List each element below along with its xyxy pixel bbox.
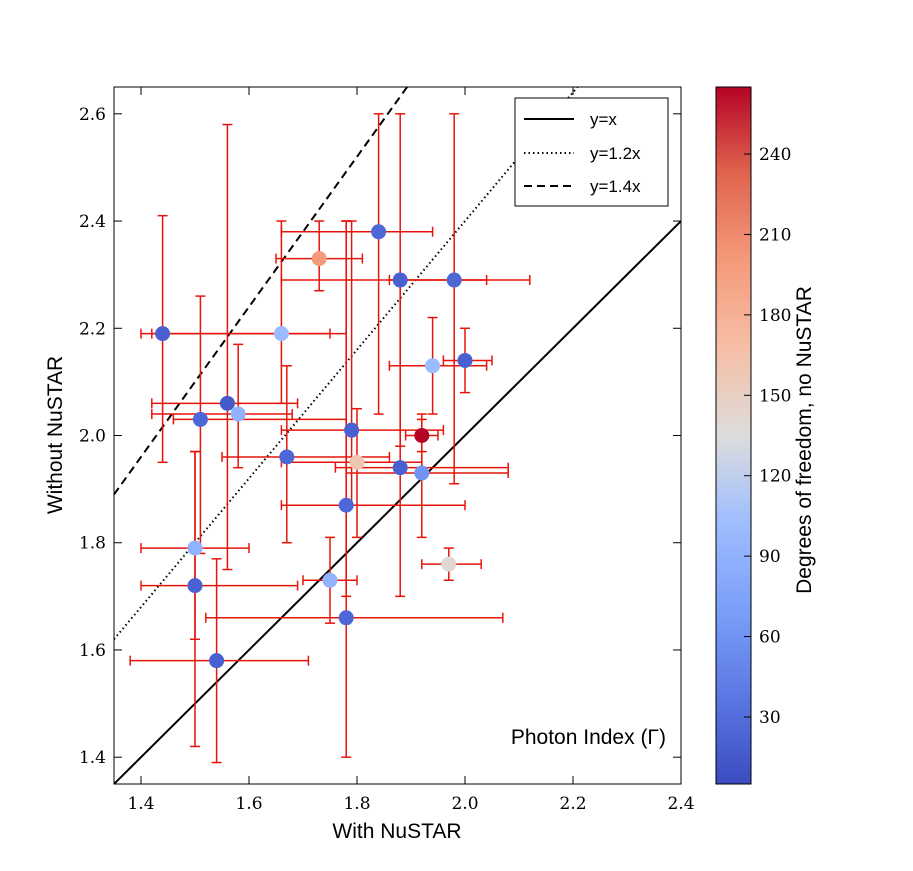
colorbar-label: Degrees of freedom, no NuSTAR	[793, 286, 816, 594]
errorbar-21	[140, 450, 299, 748]
x-axis-label: With NuSTAR	[332, 820, 461, 843]
colorbar-tick-label: 180	[759, 306, 791, 326]
legend-label-y14x: y=1.4x	[590, 177, 641, 196]
y-tick-label: 1.8	[79, 534, 106, 554]
data-point-1	[155, 326, 171, 342]
colorbar-tick-label: 120	[759, 467, 791, 487]
colorbar-tick-label: 90	[759, 547, 781, 567]
data-point-20	[441, 556, 457, 572]
data-point-9	[446, 272, 462, 288]
errorbar-18	[280, 220, 466, 598]
reference-line-3	[114, 87, 409, 496]
colorbar-tick-label: 30	[759, 708, 781, 728]
data-point-11	[457, 352, 473, 368]
data-point-5	[273, 326, 289, 342]
legend: y=x y=1.2x y=1.4x	[514, 97, 669, 207]
x-tick-label: 2.4	[667, 794, 694, 814]
data-point-2	[192, 411, 208, 427]
reference-line-1	[114, 220, 681, 784]
data-point-7	[371, 224, 387, 240]
x-tick-label: 1.6	[235, 794, 262, 814]
colorbar: 30 60 90 120 150 180 210 240 Degrees of freedom…	[715, 86, 816, 785]
x-tick-label: 2.0	[451, 794, 478, 814]
data-point-24	[209, 653, 225, 669]
data-point-15	[349, 454, 365, 470]
data-point-17	[414, 465, 430, 481]
data-point-14	[279, 449, 295, 465]
data-point-3	[219, 395, 235, 411]
y-tick-label: 1.6	[79, 641, 106, 661]
colorbar-tick-label: 60	[759, 628, 781, 648]
data-point-18	[338, 497, 354, 513]
y-tick-label: 1.4	[79, 748, 106, 768]
y-tick-label: 2.2	[79, 319, 106, 339]
legend-label-y12x: y=1.2x	[590, 144, 641, 163]
errorbar-7	[280, 113, 434, 415]
errorbar-3	[151, 123, 299, 571]
y-axis-ticks: 1.4 1.6 1.8 2.0 2.2 2.4 2.6	[79, 105, 681, 768]
legend-box	[514, 97, 669, 207]
data-point-21	[187, 578, 203, 594]
x-axis-ticks: 1.4 1.6 1.8 2.0 2.2 2.4	[127, 87, 695, 814]
colorbar-ticks: 30 60 90 120 150 180 210 240	[744, 145, 791, 728]
data-point-4	[230, 406, 246, 422]
x-tick-label: 1.4	[127, 794, 154, 814]
y-tick-label: 2.4	[79, 212, 106, 232]
y-tick-label: 2.6	[79, 105, 106, 125]
errorbar-9	[388, 113, 531, 485]
data-point-23	[338, 610, 354, 626]
data-point-12	[414, 428, 430, 443]
data-point-8	[392, 272, 408, 288]
error-bars	[129, 113, 531, 764]
data-point-22	[322, 572, 338, 588]
data-point-6	[311, 251, 327, 267]
colorbar-gradient	[715, 86, 752, 785]
colorbar-tick-label: 210	[759, 225, 791, 245]
colorbar-tick-label: 240	[759, 145, 791, 165]
y-tick-label: 2.0	[79, 427, 106, 447]
errorbar-1	[140, 214, 331, 464]
y-axis-label: Without NuSTAR	[44, 356, 67, 514]
colorbar-tick-label: 150	[759, 386, 791, 406]
errorbar-5	[151, 220, 347, 405]
errorbar-14	[221, 365, 391, 544]
x-tick-label: 2.2	[559, 794, 586, 814]
data-point-19	[187, 540, 203, 556]
data-points	[155, 224, 473, 669]
legend-label-yx: y=x	[590, 110, 617, 129]
reference-lines	[114, 87, 681, 784]
photon-index-annotation: Photon Index (Γ)	[511, 726, 666, 749]
data-point-13	[344, 422, 360, 438]
data-point-16	[392, 460, 408, 476]
errorbar-4	[151, 343, 293, 469]
errorbar-23	[205, 220, 504, 758]
x-tick-label: 1.8	[343, 794, 370, 814]
data-point-10	[425, 358, 441, 374]
